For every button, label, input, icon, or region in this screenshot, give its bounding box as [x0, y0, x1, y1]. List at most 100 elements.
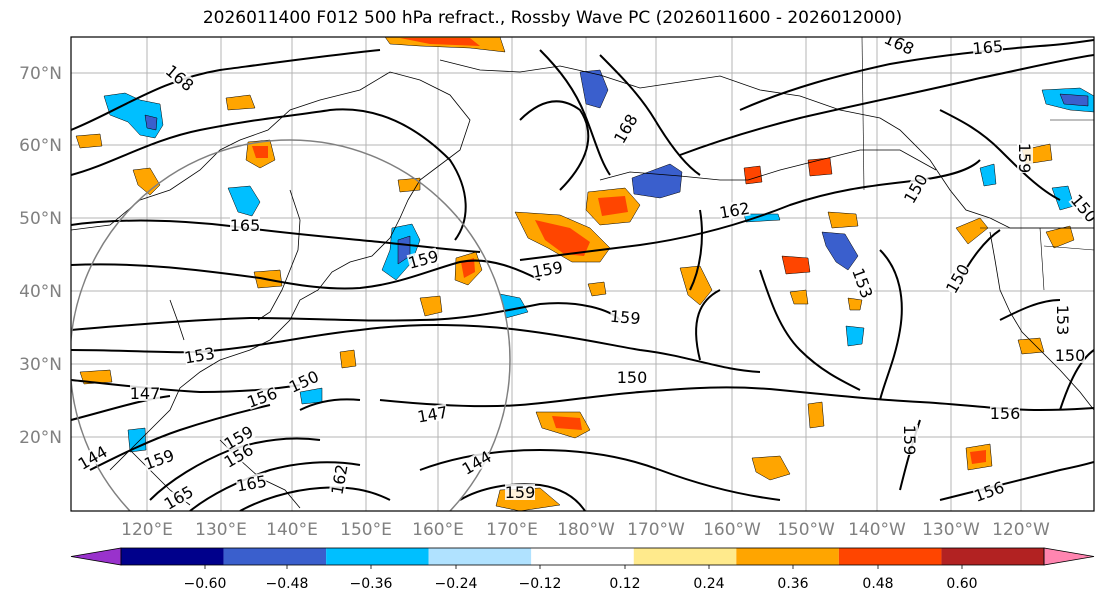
- contour-label: 159: [1015, 143, 1034, 174]
- contour-label: 159: [609, 307, 641, 329]
- contour-line: [695, 289, 721, 361]
- contour-label-background: [1055, 347, 1085, 363]
- longitude-label: 120°W: [992, 520, 1050, 540]
- contour-label: 165: [230, 216, 261, 235]
- contour-line: [459, 483, 586, 511]
- longitude-label: 170°E: [486, 520, 538, 540]
- positive-anomaly-patch: [1017, 337, 1045, 355]
- coastline: [71, 71, 471, 231]
- colorbar-tick-label: −0.24: [435, 576, 478, 592]
- contour-label-background: [1017, 143, 1033, 173]
- colorbar-bin: [223, 548, 327, 565]
- contour-label-background: [505, 484, 535, 500]
- contour-label-background: [221, 440, 256, 470]
- colorbar-bin: [838, 548, 942, 565]
- colorbar-tick-label: 0.48: [862, 576, 893, 592]
- contour-label-background: [902, 425, 918, 455]
- contour-line: [189, 461, 361, 511]
- contour-label-background: [161, 482, 196, 511]
- map-title: 2026011400 F012 500 hPa refract., Rossby…: [202, 8, 903, 28]
- contour-line: [539, 49, 611, 176]
- positive-anomaly-patch: [598, 196, 628, 216]
- contour-line: [939, 109, 1061, 201]
- contour-label-background: [900, 171, 930, 206]
- contour-label: 165: [972, 37, 1004, 58]
- longitude-label: 150°W: [777, 520, 835, 540]
- contour-label: 153: [1053, 305, 1072, 336]
- colorbar-tick-label: 0.12: [609, 576, 640, 592]
- positive-anomaly-patch: [400, 38, 480, 46]
- colorbar-bin: [326, 548, 429, 565]
- contour-label-text: 156: [990, 404, 1021, 423]
- latitude-label: 30°N: [19, 355, 62, 375]
- longitude-label: 170°W: [627, 520, 685, 540]
- negative-anomaly-patch: [631, 163, 683, 199]
- colorbar-tick-label: 0.24: [693, 576, 724, 592]
- border-line: [1039, 227, 1045, 291]
- borders: [861, 37, 1094, 291]
- contour-label-background: [235, 472, 268, 494]
- longitude-label: 130°W: [922, 520, 980, 540]
- map-frame: [70, 36, 1095, 512]
- negative-anomaly-patch: [821, 231, 859, 271]
- colorbar-bin: [941, 548, 1044, 565]
- positive-anomaly-patch: [79, 369, 113, 385]
- contour-label: 165: [235, 472, 268, 496]
- latitude-label: 70°N: [19, 64, 62, 84]
- contour-label-background: [286, 367, 321, 395]
- positive-anomaly-patch: [807, 157, 833, 177]
- negative-anomaly-patch: [845, 325, 865, 347]
- positive-anomaly-patch: [679, 265, 713, 306]
- contour-label-background: [972, 478, 1006, 504]
- colorbar-tick-label: −0.48: [266, 576, 309, 592]
- colorbar-tick-label: −0.36: [350, 576, 393, 592]
- contour-label-background: [328, 463, 350, 496]
- contour-label-background: [609, 307, 641, 327]
- contour-line: [89, 404, 271, 471]
- coastline: [599, 149, 937, 181]
- contour-label-background: [942, 261, 972, 296]
- contour-label-background: [183, 344, 216, 366]
- colorbar-tick-label: −0.12: [519, 576, 562, 592]
- rossby-wave-radius-circle: [71, 139, 511, 511]
- contour-label-background: [130, 385, 160, 401]
- contour-line: [299, 398, 361, 411]
- contour-label: 147: [130, 384, 161, 403]
- contour-line: [71, 108, 467, 241]
- colorbar-tick-label: −0.60: [184, 576, 227, 592]
- contour-label-background: [1055, 305, 1071, 335]
- positive-anomaly-patch: [461, 258, 475, 278]
- positive-anomaly-patch: [252, 146, 268, 158]
- colorbar-bin: [428, 548, 532, 565]
- contour-label-background: [142, 446, 176, 472]
- contour-label-text: 153: [1053, 305, 1072, 336]
- positive-anomaly-patch: [225, 94, 256, 111]
- contour-line: [939, 461, 1094, 501]
- contour-label-background: [972, 37, 1004, 57]
- contour-label-background: [1068, 191, 1094, 225]
- contour-label-background: [531, 258, 564, 280]
- colorbar-bin: [531, 548, 634, 565]
- positive-anomaly-patch: [807, 401, 825, 429]
- contour-label-text: 159: [900, 425, 919, 456]
- contour-line: [519, 159, 981, 261]
- positive-anomaly-patch: [339, 349, 357, 369]
- positive-anomaly-patch: [743, 165, 763, 185]
- coastline: [257, 189, 301, 321]
- contour-label-background: [610, 111, 640, 146]
- contour-label-background: [221, 422, 256, 452]
- colorbar-tick-label: 0.36: [777, 576, 808, 592]
- colorbar-bin: [633, 548, 737, 565]
- contour-line: [71, 302, 621, 331]
- border-line: [861, 37, 865, 191]
- colorbar: −0.60 −0.48 −0.36 −0.24 −0.12 0.12 0.24 0.36 0.4…: [70, 547, 1095, 592]
- longitude-label: 150°E: [340, 520, 392, 540]
- anomaly-shading: [75, 37, 1094, 511]
- contour-label-text: 165: [230, 216, 261, 235]
- contour-label-text: 147: [130, 384, 161, 403]
- latitude-labels: 70°N 60°N 50°N 40°N 30°N 20°N: [19, 64, 62, 448]
- coastlines: [71, 59, 1094, 509]
- contour-label-background: [245, 384, 279, 410]
- contour-label-text: 150: [617, 368, 648, 387]
- longitude-label: 160°E: [412, 520, 464, 540]
